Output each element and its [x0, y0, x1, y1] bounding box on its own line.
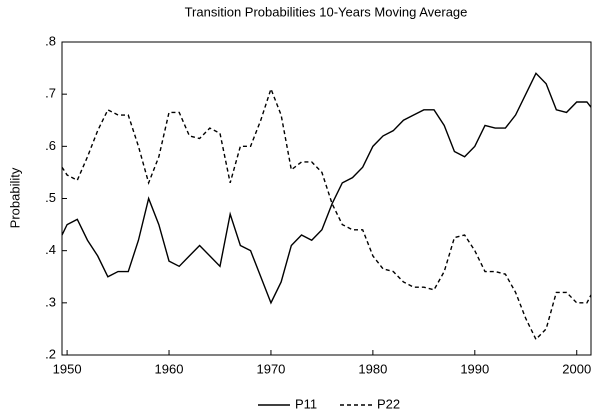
y-axis-label: Probability — [7, 167, 22, 228]
x-tick-label: 1990 — [460, 361, 489, 376]
x-tick-label: 1950 — [53, 361, 82, 376]
x-tick-label: 1980 — [358, 361, 387, 376]
plot-frame — [61, 41, 592, 356]
y-tick-label: .3 — [45, 294, 56, 309]
line-series — [61, 72, 592, 305]
x-tick-label: 2000 — [562, 361, 591, 376]
x-tick-label: 1960 — [155, 361, 184, 376]
y-tick-label: .6 — [45, 138, 56, 153]
legend-label: P22 — [377, 396, 400, 411]
x-tick-label: 1970 — [256, 361, 285, 376]
y-tick-label: .7 — [45, 86, 56, 101]
y-tick-label: .2 — [45, 346, 56, 361]
y-tick-label: .4 — [45, 242, 56, 257]
chart-title: Transition Probabilities 10-Years Moving… — [185, 4, 468, 19]
y-tick-label: .5 — [45, 190, 56, 205]
line-series — [61, 86, 592, 341]
y-tick-label: .8 — [45, 33, 56, 48]
legend-label: P11 — [295, 396, 317, 411]
